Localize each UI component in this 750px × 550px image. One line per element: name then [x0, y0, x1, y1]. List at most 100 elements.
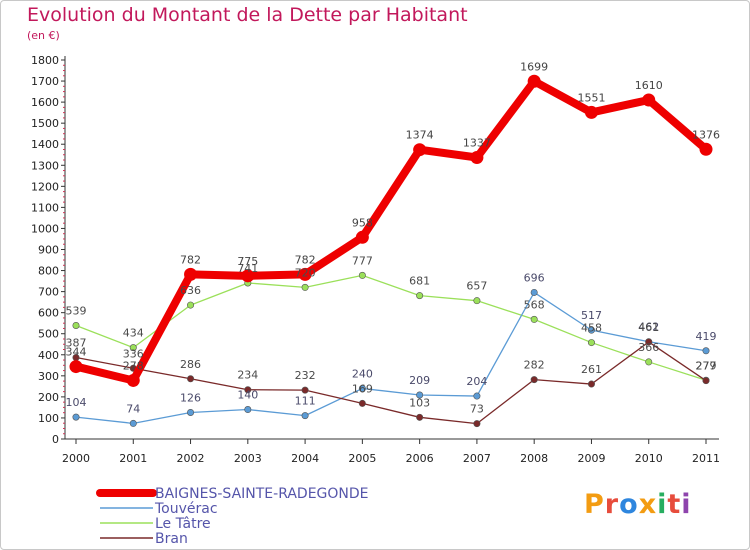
data-label: 387 — [66, 337, 87, 350]
data-label: 517 — [581, 309, 602, 322]
data-point — [358, 384, 366, 392]
y-tick-label: 100 — [38, 412, 59, 425]
series-line-1 — [75, 291, 707, 425]
x-tick-label: 2011 — [692, 452, 720, 465]
data-label: 204 — [466, 375, 487, 388]
x-tick-label: 2002 — [177, 452, 205, 465]
data-point — [530, 376, 538, 384]
data-point — [187, 301, 195, 309]
data-label: 366 — [638, 341, 659, 354]
data-label: 279 — [696, 359, 717, 372]
data-label: 1610 — [635, 79, 663, 92]
data-label: 277 — [696, 360, 717, 373]
y-tick-label: 1100 — [31, 201, 59, 214]
data-point — [358, 271, 366, 279]
x-tick-label: 2007 — [463, 452, 491, 465]
series-line-2 — [75, 274, 707, 381]
data-label: 458 — [581, 322, 602, 335]
data-label: 539 — [66, 305, 87, 318]
data-label: 1374 — [406, 129, 434, 142]
data-label: 104 — [66, 396, 87, 409]
data-label: 462 — [638, 321, 659, 334]
data-point — [301, 283, 309, 291]
data-point — [244, 406, 252, 414]
data-label: 777 — [352, 254, 373, 267]
x-tick-label: 2005 — [348, 452, 376, 465]
data-label: 657 — [466, 280, 487, 293]
data-label: 126 — [180, 391, 201, 404]
series-line-3 — [75, 341, 707, 425]
x-tick-label: 2009 — [577, 452, 605, 465]
data-label: 782 — [180, 253, 201, 266]
data-point — [473, 420, 481, 428]
y-tick-label: 1600 — [31, 96, 59, 109]
data-point — [530, 315, 538, 323]
data-label: 74 — [126, 402, 140, 415]
data-point — [413, 143, 427, 157]
data-point — [358, 399, 366, 407]
y-tick-label: 1200 — [31, 180, 59, 193]
x-tick-label: 2006 — [406, 452, 434, 465]
y-tick-label: 900 — [38, 244, 59, 257]
data-label: 73 — [470, 403, 484, 416]
data-label: 636 — [180, 284, 201, 297]
data-label: 1699 — [520, 60, 548, 73]
data-label: 741 — [237, 262, 258, 275]
data-label: 696 — [524, 271, 545, 284]
y-tick-label: 400 — [38, 349, 59, 362]
data-label: 140 — [237, 389, 258, 402]
data-point — [416, 413, 424, 421]
data-point — [126, 373, 140, 387]
data-label: 419 — [696, 330, 717, 343]
proxiti-logo: Proxiti — [584, 489, 692, 520]
data-point — [645, 358, 653, 366]
data-point — [587, 339, 595, 347]
data-point — [298, 267, 312, 281]
data-point — [587, 380, 595, 388]
data-point — [69, 360, 83, 374]
data-label: 232 — [295, 369, 316, 382]
data-point — [473, 297, 481, 305]
data-label: 461 — [638, 321, 659, 334]
data-point — [702, 377, 710, 385]
data-label: 720 — [295, 266, 316, 279]
x-tick-label: 2003 — [234, 452, 262, 465]
legend-label: Le Tâtre — [155, 516, 211, 532]
legend-label: BAIGNES-SAINTE-RADEGONDE — [155, 486, 369, 502]
data-point — [645, 338, 653, 346]
data-label: 1337 — [463, 136, 491, 149]
x-tick-label: 2004 — [291, 452, 319, 465]
y-tick-label: 800 — [38, 265, 59, 278]
data-point — [584, 105, 598, 119]
y-tick-label: 0 — [52, 433, 59, 446]
data-point — [527, 74, 541, 88]
y-tick-label: 1500 — [31, 117, 59, 130]
y-tick-label: 1400 — [31, 138, 59, 151]
data-label: 282 — [524, 359, 545, 372]
data-point — [241, 269, 255, 283]
data-label: 261 — [581, 363, 602, 376]
data-label: 958 — [352, 216, 373, 229]
data-point — [301, 412, 309, 420]
data-point — [187, 375, 195, 383]
data-point — [129, 344, 137, 352]
data-point — [587, 326, 595, 334]
data-point — [244, 386, 252, 394]
data-point — [72, 322, 80, 330]
data-label: 103 — [409, 396, 430, 409]
data-point — [473, 392, 481, 400]
y-tick-label: 500 — [38, 328, 59, 341]
data-label: 1376 — [692, 128, 720, 141]
data-label: 782 — [295, 253, 316, 266]
data-point — [702, 347, 710, 355]
x-tick-label: 2010 — [635, 452, 663, 465]
y-tick-label: 700 — [38, 286, 59, 299]
y-tick-label: 1800 — [31, 54, 59, 67]
y-tick-label: 600 — [38, 307, 59, 320]
y-tick-label: 300 — [38, 370, 59, 383]
data-point — [355, 230, 369, 244]
data-point — [187, 408, 195, 416]
x-tick-label: 2000 — [62, 452, 90, 465]
data-label: 775 — [237, 255, 258, 268]
